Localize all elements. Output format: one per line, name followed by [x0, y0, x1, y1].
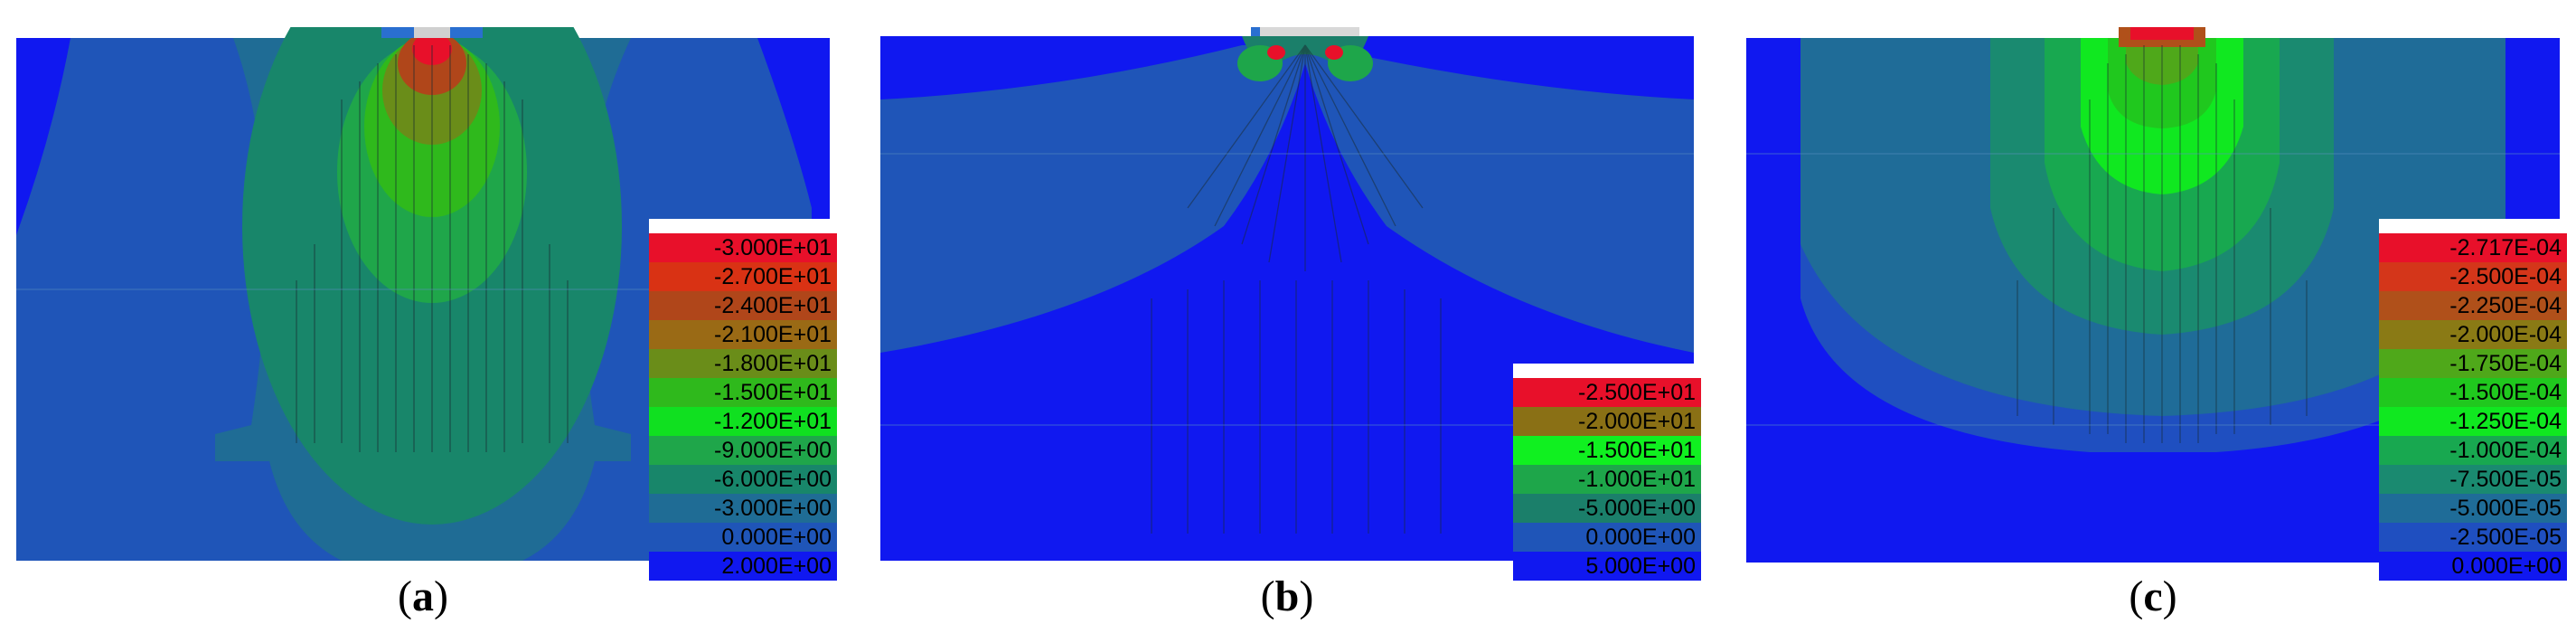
legend-entry-label: -1.500E+01: [1578, 438, 1696, 463]
legend-entry-label: -1.000E-04: [2449, 438, 2562, 463]
legend-entry-label: 0.000E+00: [1585, 525, 1696, 550]
legend-entry-label: 0.000E+00: [721, 525, 832, 550]
caption-b: (b): [1260, 572, 1314, 620]
legend-entry-label: -1.250E-04: [2449, 409, 2562, 434]
legend-entry: -2.500E-05: [2379, 523, 2567, 552]
legend-entry-label: -2.500E+01: [1578, 380, 1696, 405]
legend-c: -2.717E-04 -2.500E-04 -2.250E-04 -2.000E-04…: [2379, 219, 2567, 581]
legend-entry: -5.000E+00: [1513, 494, 1701, 523]
legend-entry-label: 0.000E+00: [2451, 553, 2562, 579]
panel-a: -3.000E+01 -2.700E+01 -2.400E+01 -2.100E+01…: [16, 27, 837, 581]
panel-b: -2.500E+01 -2.000E+01 -1.500E+01 -1.000E+01…: [880, 27, 1701, 581]
legend-entry: -2.250E-04: [2379, 291, 2567, 320]
caption-letter-b: b: [1274, 572, 1300, 620]
legend-entry: -1.500E-04: [2379, 378, 2567, 407]
legend-entry: -6.000E+00: [649, 465, 837, 494]
legend-entry-label: -2.500E-05: [2449, 525, 2562, 550]
caption-c: (c): [2129, 572, 2177, 620]
legend-entry: 5.000E+00: [1513, 552, 1701, 581]
legend-entry: -2.700E+01: [649, 262, 837, 291]
legend-entry-label: -1.200E+01: [714, 409, 832, 434]
legend-entry-label: -1.500E-04: [2449, 380, 2562, 405]
legend-entry: -1.500E+01: [1513, 436, 1701, 465]
legend-entry: -7.500E-05: [2379, 465, 2567, 494]
caption-letter-a: a: [412, 572, 434, 620]
legend-entry: 2.000E+00: [649, 552, 837, 581]
legend-entry-label: -1.500E+01: [714, 380, 832, 405]
legend-entry: -5.000E-05: [2379, 494, 2567, 523]
legend-entry: -2.500E-04: [2379, 262, 2567, 291]
legend-entry: 0.000E+00: [2379, 552, 2567, 581]
legend-entry-label: -3.000E+01: [714, 235, 832, 260]
legend-entry-label: 5.000E+00: [1585, 553, 1696, 579]
legend-entry-label: -2.000E-04: [2449, 322, 2562, 347]
legend-entry: -2.717E-04: [2379, 233, 2567, 262]
legend-entry-label: -1.800E+01: [714, 351, 832, 376]
legend-entry-label: -2.250E-04: [2449, 293, 2562, 318]
legend-entry-label: -9.000E+00: [714, 438, 832, 463]
legend-entry-label: -1.000E+01: [1578, 467, 1696, 492]
legend-entry-label: -3.000E+00: [714, 496, 832, 521]
legend-entry: -1.750E-04: [2379, 349, 2567, 378]
legend-entry-label: -6.000E+00: [714, 467, 832, 492]
legend-entry: -1.250E-04: [2379, 407, 2567, 436]
legend-entry: 0.000E+00: [1513, 523, 1701, 552]
legend-entry-label: -5.000E+00: [1578, 496, 1696, 521]
legend-entry: -3.000E+01: [649, 233, 837, 262]
legend-entry-label: -2.700E+01: [714, 264, 832, 289]
legend-entry: -2.400E+01: [649, 291, 837, 320]
legend-entry: -2.000E-04: [2379, 320, 2567, 349]
legend-entry-label: 2.000E+00: [721, 553, 832, 579]
legend-entry-label: -2.400E+01: [714, 293, 832, 318]
caption-letter-c: c: [2143, 572, 2163, 620]
contour-plot-c: [1746, 27, 2560, 563]
legend-b: -2.500E+01 -2.000E+01 -1.500E+01 -1.000E+01…: [1513, 364, 1701, 581]
legend-entry: -2.100E+01: [649, 320, 837, 349]
contour-plot-a: [16, 27, 830, 561]
caption-a: (a): [398, 572, 448, 620]
legend-entry: -1.000E-04: [2379, 436, 2567, 465]
legend-entry: -2.500E+01: [1513, 378, 1701, 407]
legend-entry-label: -2.717E-04: [2449, 235, 2562, 260]
legend-entry-label: -2.500E-04: [2449, 264, 2562, 289]
legend-entry: 0.000E+00: [649, 523, 837, 552]
legend-entry: -1.500E+01: [649, 378, 837, 407]
legend-a: -3.000E+01 -2.700E+01 -2.400E+01 -2.100E+01…: [649, 219, 837, 581]
legend-entry: -1.200E+01: [649, 407, 837, 436]
legend-entry-label: -1.750E-04: [2449, 351, 2562, 376]
legend-entry-label: -2.100E+01: [714, 322, 832, 347]
legend-entry: -3.000E+00: [649, 494, 837, 523]
legend-entry: -9.000E+00: [649, 436, 837, 465]
panel-c: -2.717E-04 -2.500E-04 -2.250E-04 -2.000E-04…: [1746, 27, 2567, 581]
legend-entry-label: -7.500E-05: [2449, 467, 2562, 492]
legend-entry-label: -2.000E+01: [1578, 409, 1696, 434]
legend-entry: -2.000E+01: [1513, 407, 1701, 436]
contour-plot-b: [880, 27, 1694, 561]
legend-entry-label: -5.000E-05: [2449, 496, 2562, 521]
legend-entry: -1.800E+01: [649, 349, 837, 378]
legend-entry: -1.000E+01: [1513, 465, 1701, 494]
